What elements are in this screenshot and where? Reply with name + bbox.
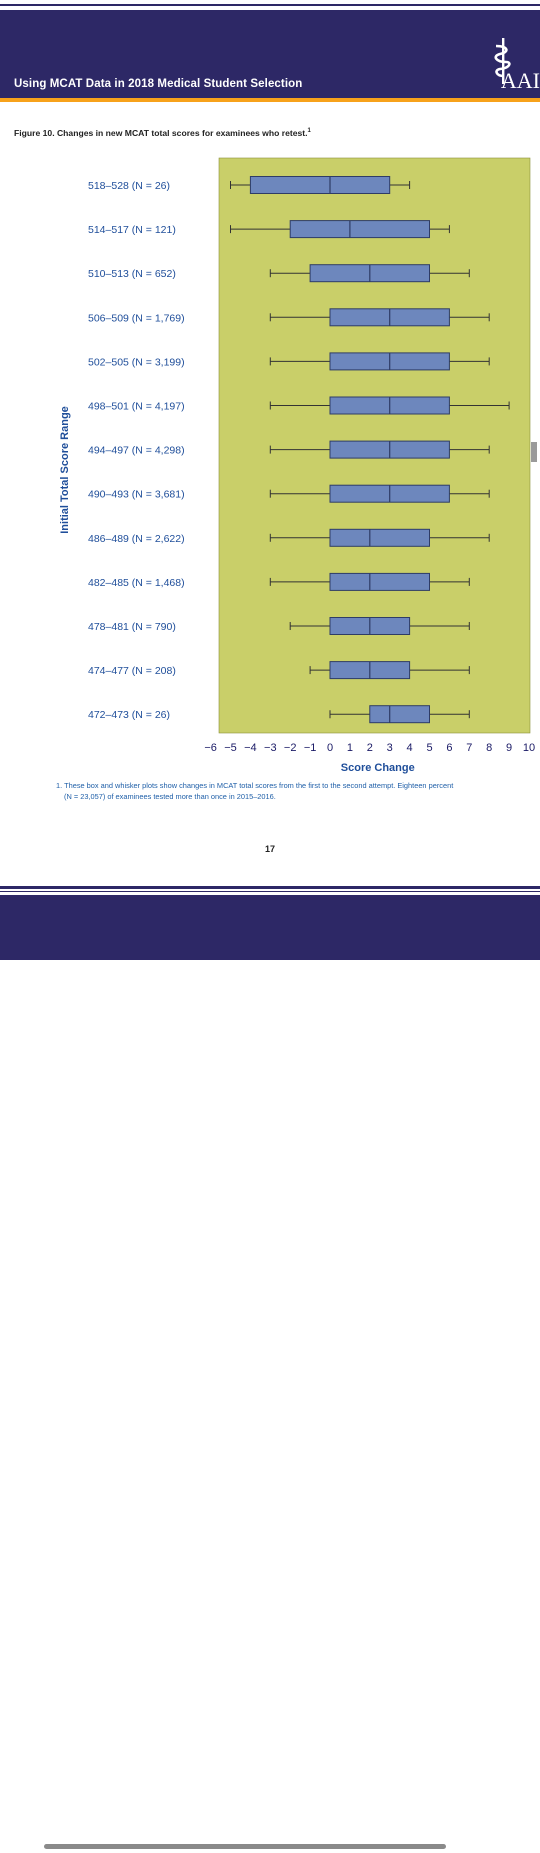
page-number: 17	[264, 844, 275, 854]
y-axis-label: Initial Total Score Range	[59, 406, 71, 534]
staff-of-asclepius-icon	[494, 1807, 511, 1853]
x-tick-label: 2	[367, 742, 373, 754]
x-tick-label: 3	[387, 742, 393, 754]
category-label: 482–485 (N = 1,468)	[88, 577, 185, 589]
category-label: 506–509 (N = 1,769)	[88, 312, 185, 324]
category-label: 514–517 (N = 121)	[88, 224, 176, 236]
figure-caption: Figure 10. Changes in new MCAT total sco…	[14, 128, 311, 138]
footnote-line-2: (N = 23,057) of examinees tested more th…	[64, 792, 276, 801]
caption-text: Figure 10. Changes in new MCAT total sco…	[14, 128, 308, 138]
x-tick-label: 4	[407, 742, 413, 754]
x-tick-label: 1	[347, 742, 353, 754]
box	[249, 176, 391, 194]
category-label: 494–497 (N = 4,298)	[88, 445, 185, 457]
accent-bar	[0, 98, 540, 102]
x-tick-label: −5	[224, 742, 237, 754]
caption-footnote-ref: 1	[307, 128, 311, 135]
x-axis-label: Score Change	[341, 762, 415, 774]
box	[289, 220, 431, 239]
boxplot-chart: Initial Total Score Range 518–528 (N = 26…	[59, 157, 535, 774]
category-label: 510–513 (N = 652)	[88, 268, 176, 280]
category-label: 486–489 (N = 2,622)	[88, 533, 185, 545]
box	[369, 705, 430, 724]
horizontal-scrollbar[interactable]	[44, 1844, 446, 1849]
category-label: 518–528 (N = 26)	[88, 180, 170, 192]
x-tick-label: 7	[466, 742, 472, 754]
x-tick-label: 9	[506, 742, 512, 754]
x-tick-label: −4	[244, 742, 257, 754]
page-header: Using MCAT Data in 2018 Medical Student …	[0, 10, 540, 98]
x-tick-label: 0	[327, 742, 333, 754]
category-label: 474–477 (N = 208)	[88, 665, 176, 677]
x-tick-label: −3	[264, 742, 277, 754]
footer-rule	[0, 886, 540, 889]
box	[329, 572, 430, 591]
x-tick-label: 5	[426, 742, 432, 754]
side-scroll-indicator[interactable]	[531, 442, 537, 462]
staff-of-asclepius-icon	[494, 38, 511, 84]
footer-rule-thin	[0, 891, 540, 892]
x-tick-label: 8	[486, 742, 492, 754]
footnote: 1. These box and whisker plots show chan…	[56, 780, 526, 802]
footnote-line-1: 1. These box and whisker plots show chan…	[56, 781, 454, 790]
x-tick-label: −2	[284, 742, 297, 754]
category-label: 502–505 (N = 3,199)	[88, 356, 185, 368]
category-label: 472–473 (N = 26)	[88, 709, 170, 721]
box	[329, 528, 430, 547]
page-footer	[0, 895, 540, 1853]
x-tick-label: −6	[204, 742, 217, 754]
category-label: 498–501 (N = 4,197)	[88, 401, 185, 413]
category-label: 490–493 (N = 3,681)	[88, 489, 185, 501]
x-tick-label: 6	[446, 742, 452, 754]
x-tick-label: 10	[523, 742, 535, 754]
category-label: 478–481 (N = 790)	[88, 621, 176, 633]
brand-text: AAI	[500, 68, 540, 93]
top-rule	[0, 0, 540, 6]
header-title: Using MCAT Data in 2018 Medical Student …	[14, 78, 303, 90]
x-tick-label: −1	[304, 742, 317, 754]
